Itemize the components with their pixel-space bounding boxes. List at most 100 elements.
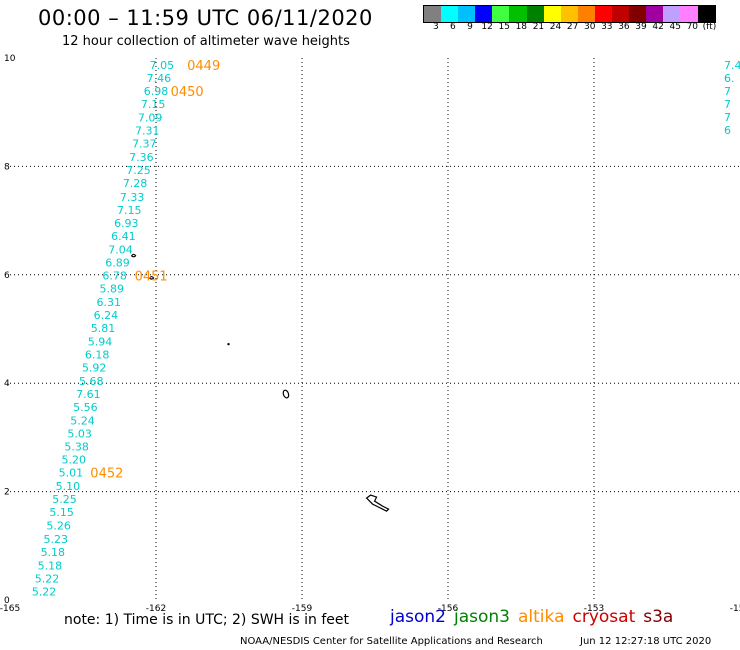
- island-d: [282, 389, 290, 399]
- wave-height-value: 5.26: [46, 520, 71, 533]
- legend-jason3: jason3: [454, 607, 510, 627]
- time-label: 0449: [187, 59, 220, 74]
- wave-height-value: 6.24: [94, 309, 119, 322]
- color-swatch: [612, 6, 630, 22]
- edge-value: 7: [724, 111, 731, 124]
- wave-height-value: 5.22: [35, 572, 60, 585]
- wave-height-value: 5.24: [70, 415, 95, 428]
- wave-height-value: 5.92: [82, 361, 107, 374]
- wave-height-value: 7.61: [76, 388, 101, 401]
- wave-height-value: 5.01: [59, 467, 84, 480]
- edge-value: 6.: [724, 72, 735, 85]
- wave-height-value: 5.10: [56, 480, 81, 493]
- color-swatch: [475, 6, 493, 22]
- color-scale-ticks: 3 6 9 12 15 18 21 24 27 30 33 36 39 42 45 70 (ft): [423, 22, 740, 36]
- wave-height-value: 5.15: [49, 506, 74, 519]
- legend-s3a: s3a: [643, 607, 674, 627]
- x-tick-label: -156: [438, 604, 459, 614]
- edge-value: 7.4: [724, 59, 740, 72]
- wave-height-value: 5.89: [99, 282, 124, 295]
- wave-height-value: 7.28: [123, 177, 148, 190]
- wave-height-value: 7.31: [135, 125, 160, 138]
- wave-height-value: 7.15: [117, 204, 142, 217]
- x-tick-label: -153: [584, 604, 604, 614]
- color-swatch: [509, 6, 527, 22]
- time-label: 0452: [90, 467, 123, 482]
- y-tick-label: 2: [4, 488, 10, 498]
- color-swatch: [441, 6, 459, 22]
- edge-value: 7: [724, 98, 731, 111]
- wave-height-value: 5.20: [62, 454, 87, 467]
- legend-altika: altika: [518, 607, 565, 627]
- color-scale-bar: [423, 5, 716, 23]
- wave-height-value: 6.98: [144, 85, 169, 98]
- wave-height-value: 5.03: [67, 428, 92, 441]
- satellite-legend: jason2 jason3 altika cryosat s3a: [390, 607, 681, 627]
- chart-subtitle: 12 hour collection of altimeter wave hei…: [62, 34, 350, 49]
- y-tick-label: 10: [4, 54, 16, 64]
- color-swatch: [458, 6, 476, 22]
- wave-height-value: 5.68: [79, 375, 104, 388]
- edge-value: 7: [724, 85, 731, 98]
- island-a: [130, 253, 137, 258]
- time-label: 0451: [135, 269, 168, 284]
- color-swatch: [594, 6, 613, 22]
- color-scale-tick: 21: [532, 22, 545, 32]
- wave-height-value: 5.94: [88, 335, 113, 348]
- color-swatch: [560, 6, 578, 22]
- island-c: [227, 342, 230, 346]
- wave-height-value: 6.89: [105, 256, 130, 269]
- color-swatch: [629, 6, 647, 22]
- wave-height-value: 6.78: [102, 269, 127, 282]
- island-e: [365, 494, 390, 512]
- color-scale-tick: 33: [601, 22, 613, 32]
- wave-height-value: 5.18: [41, 546, 66, 559]
- timestamp-text: Jun 12 12:27:18 UTC 2020: [580, 636, 712, 647]
- color-swatch: [492, 6, 510, 22]
- color-swatch: [424, 6, 442, 22]
- color-scale-tick: 15: [498, 22, 510, 32]
- x-tick-label: -150: [730, 604, 740, 614]
- note-text: note: 1) Time is in UTC; 2) SWH is in fe…: [64, 612, 350, 628]
- island-b: [148, 275, 155, 280]
- wave-height-value: 7.09: [138, 112, 163, 125]
- color-scale-tick: 27: [566, 22, 579, 32]
- wave-height-value: 5.22: [32, 585, 57, 598]
- legend-jason2: jason2: [390, 607, 446, 627]
- wave-height-value: 7.05: [150, 59, 175, 72]
- chart-title: 00:00 – 11:59 UTC 06/11/2020: [38, 6, 373, 30]
- wave-height-value: 5.23: [43, 533, 68, 546]
- x-tick-label: -165: [0, 604, 20, 614]
- color-swatch: [526, 6, 544, 22]
- color-scale-tick: 70: [686, 22, 699, 32]
- legend-cryosat: cryosat: [572, 607, 636, 627]
- wave-height-value: 6.93: [114, 217, 139, 230]
- y-tick-label: 0: [4, 596, 10, 606]
- x-tick-label: -162: [146, 604, 166, 614]
- color-scale-tick: 9: [467, 22, 473, 32]
- wave-height-value: 5.81: [91, 322, 116, 335]
- wave-height-value: 6.18: [85, 348, 110, 361]
- color-scale-tick: 42: [652, 22, 664, 32]
- color-swatch: [543, 6, 561, 22]
- wave-height-value: 7.15: [141, 98, 166, 111]
- color-scale-tick: 24: [549, 22, 562, 32]
- color-swatch: [663, 6, 681, 22]
- color-scale-tick: 12: [481, 22, 493, 32]
- y-tick-label: 6: [4, 271, 10, 281]
- wave-height-value: 7.37: [132, 138, 157, 151]
- color-swatch: [646, 6, 664, 22]
- wave-height-value: 5.38: [64, 441, 89, 454]
- wave-height-value: 7.33: [120, 191, 145, 204]
- color-scale-tick: 18: [515, 22, 528, 32]
- color-scale-tick: 36: [618, 22, 630, 32]
- color-scale-tick: 30: [583, 22, 596, 32]
- y-tick-label: 8: [4, 162, 10, 172]
- credit-text: NOAA/NESDIS Center for Satellite Applica…: [240, 636, 543, 647]
- wave-height-value: 6.41: [111, 230, 136, 243]
- wave-height-value: 5.25: [52, 493, 77, 506]
- color-scale-tick: 3: [432, 22, 439, 32]
- wave-height-value: 6.31: [97, 296, 122, 309]
- wave-height-value: 7.36: [129, 151, 154, 164]
